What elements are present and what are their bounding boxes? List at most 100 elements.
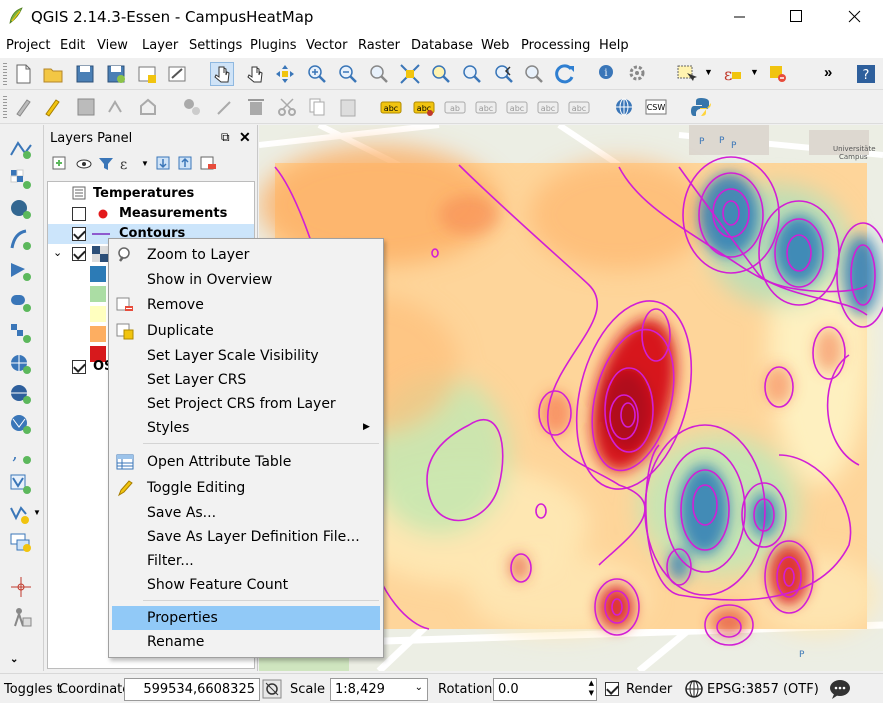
toolbar-expand-icon[interactable]: ⌄ <box>10 654 19 665</box>
crs-label[interactable]: EPSG:3857 (OTF) <box>707 682 819 697</box>
copy-icon[interactable] <box>306 96 328 118</box>
add-vector-layer-icon[interactable] <box>8 137 34 161</box>
menu-item-set-layer-crs[interactable]: Set Layer CRS <box>112 368 380 392</box>
new-shapefile-icon[interactable] <box>8 502 34 526</box>
minimize-button[interactable] <box>710 0 768 34</box>
refresh-icon[interactable] <box>554 63 576 85</box>
current-edits-icon[interactable] <box>13 96 35 118</box>
add-virtual-layer-icon[interactable] <box>8 472 34 496</box>
menu-item-save-as-layer-definition[interactable]: Save As Layer Definition File... <box>112 525 380 549</box>
label-pin-icon[interactable]: ab <box>444 96 466 118</box>
menu-raster[interactable]: Raster <box>358 38 400 53</box>
open-layer-styling-icon[interactable] <box>51 155 69 173</box>
layer-group-row[interactable]: Temperatures <box>48 184 254 204</box>
menu-help[interactable]: Help <box>599 38 629 53</box>
menu-layer[interactable]: Layer <box>142 38 179 53</box>
python-icon[interactable] <box>690 96 712 118</box>
layer-visibility-checkbox[interactable] <box>72 227 86 241</box>
chevron-down-icon[interactable]: ▼ <box>33 508 41 517</box>
menu-project[interactable]: Project <box>6 38 51 53</box>
chevron-down-icon[interactable]: ▼ <box>141 159 149 168</box>
menu-item-set-layer-scale-visibility[interactable]: Set Layer Scale Visibility <box>112 344 380 368</box>
add-wfs-layer-icon[interactable] <box>8 412 34 436</box>
toolbar-grip[interactable] <box>3 63 7 85</box>
pan-hand-icon[interactable] <box>244 63 266 85</box>
identify-icon[interactable]: i <box>597 63 619 85</box>
zoom-in-icon[interactable] <box>306 63 328 85</box>
new-print-composer-icon[interactable] <box>136 63 158 85</box>
layer-visibility-checkbox[interactable] <box>72 360 86 374</box>
deselect-all-icon[interactable] <box>767 63 789 85</box>
eye-icon[interactable] <box>75 155 93 173</box>
help-icon[interactable]: ? <box>855 63 877 85</box>
filter-expression-icon[interactable]: ε <box>119 155 137 173</box>
coordinate-field[interactable]: 599534,6608325 <box>124 678 260 701</box>
menu-item-properties[interactable]: Properties <box>112 606 380 630</box>
chevron-down-icon[interactable]: ▼ <box>750 67 759 77</box>
pan-to-selection-icon[interactable] <box>274 63 296 85</box>
rotation-spinbox[interactable]: 0.0 ▲ ▼ <box>493 678 597 701</box>
menu-item-rename[interactable]: Rename <box>112 630 380 654</box>
menu-edit[interactable]: Edit <box>60 38 86 53</box>
save-edits-icon[interactable] <box>75 96 97 118</box>
label-change-icon[interactable]: abc <box>568 96 590 118</box>
layer-row[interactable]: ⌄ <box>48 244 254 264</box>
label-highlight-icon[interactable]: abc <box>413 96 435 118</box>
expand-all-icon[interactable] <box>155 155 173 173</box>
collapse-all-icon[interactable] <box>177 155 195 173</box>
csw-icon[interactable]: CSW <box>645 96 667 118</box>
add-db2-layer-icon[interactable] <box>8 321 34 345</box>
add-delimited-text-icon[interactable]: , <box>8 442 34 466</box>
toggle-editing-icon[interactable] <box>42 96 64 118</box>
menu-item-set-project-crs[interactable]: Set Project CRS from Layer <box>112 392 380 416</box>
messages-icon[interactable] <box>828 678 852 700</box>
zoom-to-layer-icon[interactable] <box>461 63 483 85</box>
new-project-icon[interactable] <box>12 63 34 85</box>
menu-item-save-as[interactable]: Save As... <box>112 501 380 525</box>
zoom-to-selection-icon[interactable] <box>430 63 452 85</box>
chevron-down-icon[interactable]: ⌄ <box>53 246 63 259</box>
paste-icon[interactable] <box>337 96 359 118</box>
menu-view[interactable]: View <box>97 38 128 53</box>
toolbar-overflow-button[interactable]: » <box>824 64 833 81</box>
menu-settings[interactable]: Settings <box>189 38 243 53</box>
close-button[interactable] <box>825 0 883 34</box>
node-tool-icon[interactable] <box>181 96 203 118</box>
extents-toggle-icon[interactable] <box>262 679 282 699</box>
move-feature-icon[interactable] <box>137 96 159 118</box>
menu-vector[interactable]: Vector <box>306 38 348 53</box>
chevron-down-icon[interactable]: ▼ <box>704 67 713 77</box>
web-globe-icon[interactable] <box>613 96 635 118</box>
menu-item-toggle-editing[interactable]: Toggle Editing <box>112 476 380 500</box>
trash-icon[interactable] <box>245 96 267 118</box>
zoom-native-icon[interactable] <box>368 63 390 85</box>
menu-item-duplicate[interactable]: Duplicate <box>112 319 380 343</box>
pan-map-icon[interactable] <box>210 62 234 86</box>
zoom-out-icon[interactable] <box>337 63 359 85</box>
float-panel-icon[interactable]: ⧉ <box>221 130 230 144</box>
action-gear-icon[interactable] <box>627 63 649 85</box>
save-project-icon[interactable] <box>74 63 96 85</box>
globe-crs-icon[interactable] <box>684 679 704 699</box>
menu-item-show-in-overview[interactable]: Show in Overview <box>112 268 380 292</box>
select-features-icon[interactable] <box>675 63 697 85</box>
label-toolbar-icon[interactable]: abc <box>380 96 402 118</box>
gps-tool-icon[interactable] <box>8 605 34 629</box>
zoom-last-icon[interactable] <box>493 63 515 85</box>
maximize-button[interactable] <box>768 0 826 34</box>
zoom-next-icon[interactable] <box>523 63 545 85</box>
toolbar-grip[interactable] <box>3 96 7 118</box>
add-raster-layer-icon[interactable] <box>8 167 34 191</box>
label-rotate-icon[interactable]: abc <box>537 96 559 118</box>
add-postgis-layer-icon[interactable] <box>8 197 34 221</box>
add-wms-layer-icon[interactable] <box>8 352 34 376</box>
close-panel-icon[interactable]: ✕ <box>239 129 251 145</box>
remove-layer-icon[interactable] <box>199 155 217 173</box>
label-show-hide-icon[interactable]: abc <box>475 96 497 118</box>
layer-row[interactable]: Measurements <box>48 204 254 224</box>
menu-item-remove[interactable]: Remove <box>112 293 380 317</box>
save-as-icon[interactable] <box>105 63 127 85</box>
scale-combobox[interactable]: 1:8,429 ⌄ <box>330 678 428 701</box>
composer-manager-icon[interactable] <box>166 63 188 85</box>
layer-visibility-checkbox[interactable] <box>72 247 86 261</box>
